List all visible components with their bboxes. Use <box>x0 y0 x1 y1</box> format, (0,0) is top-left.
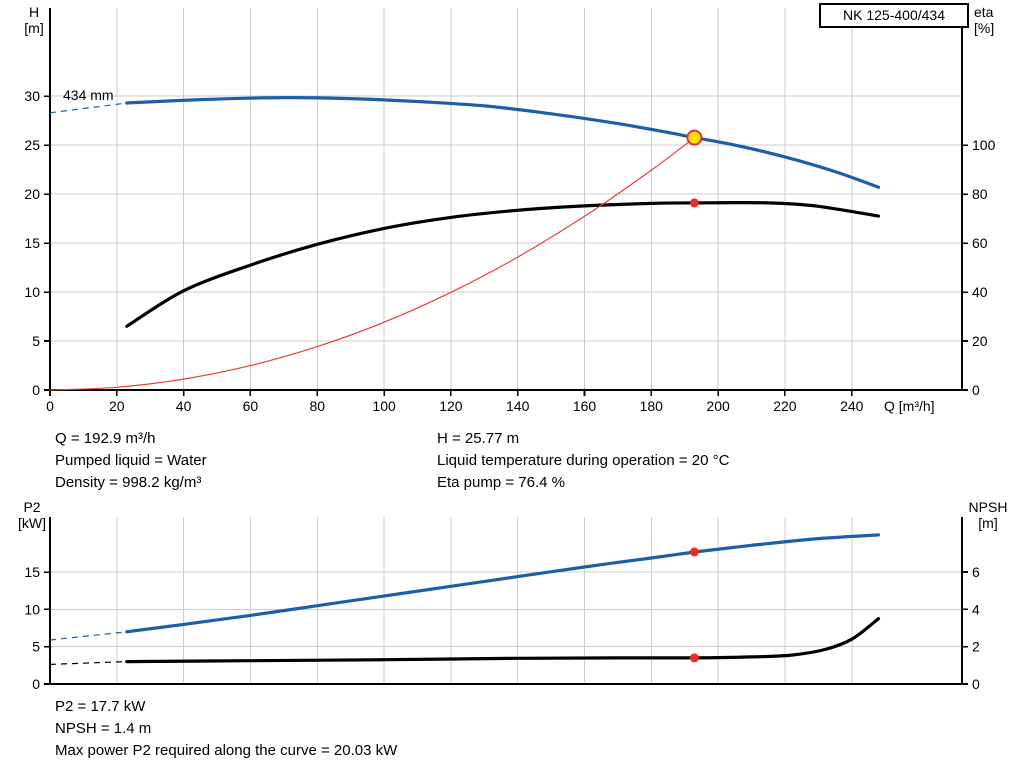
tick-label-left: 25 <box>24 137 40 153</box>
head-curve-434mm <box>125 95 881 189</box>
info-pumped-liquid: Pumped liquid = Water <box>55 452 207 469</box>
info-max-power: Max power P2 required along the curve = … <box>55 742 398 759</box>
axis-symbol: NPSH <box>968 499 1008 515</box>
efficiency-curve <box>125 201 881 328</box>
head-curve-434mm-dashed <box>49 102 127 114</box>
tick-label-left: 5 <box>32 333 40 349</box>
tick-label-left: 0 <box>32 676 40 692</box>
tick-label-left: 15 <box>24 564 40 580</box>
npsh-curve-dashed <box>49 661 127 665</box>
tick-label-right: 80 <box>972 186 988 202</box>
pump-type-box: NK 125-400/434 <box>819 3 969 28</box>
tick-label-left: 10 <box>24 284 40 300</box>
qh-eta-chart: 0 5 10 15 20 25 30 0 20 40 60 80 100 0 20 40 60 80 100 120 1… <box>24 8 996 414</box>
tick-label-right: 0 <box>972 382 980 398</box>
axis-unit: [m] <box>978 515 998 531</box>
tick-label-bottom: 0 <box>46 398 54 414</box>
info-eta-pump: Eta pump = 76.4 % <box>437 474 565 491</box>
axis-symbol: eta <box>974 4 994 20</box>
tick-label-right: 2 <box>972 639 980 655</box>
axis-unit: [kW] <box>18 515 46 531</box>
q-axis-label: Q [m³/h] <box>884 398 935 414</box>
tick-label-right: 4 <box>972 601 980 617</box>
tick-label-bottom: 80 <box>310 398 326 414</box>
p2-axis-label: P2 [kW] <box>9 499 55 531</box>
tick-label-bottom: 40 <box>176 398 192 414</box>
tick-label-bottom: 160 <box>573 398 597 414</box>
info-flow: Q = 192.9 m³/h <box>55 430 156 447</box>
p2-point <box>689 547 699 557</box>
tick-label-left: 30 <box>24 88 40 104</box>
axis-symbol: P2 <box>23 499 41 515</box>
axis-unit: [%] <box>974 20 995 36</box>
npsh-point <box>689 653 699 663</box>
tick-label-bottom: 180 <box>640 398 664 414</box>
tick-label-bottom: 140 <box>506 398 530 414</box>
info-p2: P2 = 17.7 kW <box>55 698 146 715</box>
tick-label-left: 15 <box>24 235 40 251</box>
p2-curve <box>125 533 881 634</box>
p2-npsh-chart: 0 5 10 15 0 2 4 6 <box>24 517 980 692</box>
info-npsh: NPSH = 1.4 m <box>55 720 152 737</box>
tick-label-right: 20 <box>972 333 988 349</box>
operating-info-right: H = 25.77 m Liquid temperature during op… <box>437 428 729 494</box>
tick-label-left: 5 <box>32 639 40 655</box>
h-axis-label: H [m] <box>12 4 56 36</box>
tick-label-left: 10 <box>24 601 40 617</box>
tick-label-bottom: 120 <box>439 398 463 414</box>
p2-curve-dashed <box>49 631 127 641</box>
info-density: Density = 998.2 kg/m³ <box>55 474 202 491</box>
eta-axis-label: eta [%] <box>974 4 994 36</box>
tick-label-left: 0 <box>32 382 40 398</box>
npsh-curve <box>125 617 881 664</box>
efficiency-point <box>689 198 699 208</box>
info-head: H = 25.77 m <box>437 430 520 447</box>
tick-label-bottom: 200 <box>706 398 730 414</box>
axis-unit: [m] <box>24 20 44 36</box>
power-info-block: P2 = 17.7 kW NPSH = 1.4 m Max power P2 r… <box>55 696 397 762</box>
tick-label-right: 6 <box>972 564 980 580</box>
operating-info-left: Q = 192.9 m³/h Pumped liquid = Water Den… <box>55 428 207 494</box>
tick-label-left: 20 <box>24 186 40 202</box>
tick-label-bottom: 220 <box>773 398 797 414</box>
tick-label-bottom: 100 <box>372 398 396 414</box>
axis-symbol: H <box>28 4 40 20</box>
tick-label-right: 40 <box>972 284 988 300</box>
tick-label-bottom: 20 <box>109 398 125 414</box>
tick-label-right: 100 <box>972 137 996 153</box>
impeller-diameter-label: 434 mm <box>63 87 114 103</box>
npsh-axis-label: NPSH [m] <box>962 499 1014 531</box>
tick-label-right: 0 <box>972 676 980 692</box>
tick-label-right: 60 <box>972 235 988 251</box>
tick-label-bottom: 60 <box>243 398 259 414</box>
duty-system-curve <box>49 137 695 391</box>
tick-label-bottom: 240 <box>840 398 864 414</box>
info-liquid-temperature: Liquid temperature during operation = 20… <box>437 452 730 469</box>
duty-point <box>686 129 703 146</box>
